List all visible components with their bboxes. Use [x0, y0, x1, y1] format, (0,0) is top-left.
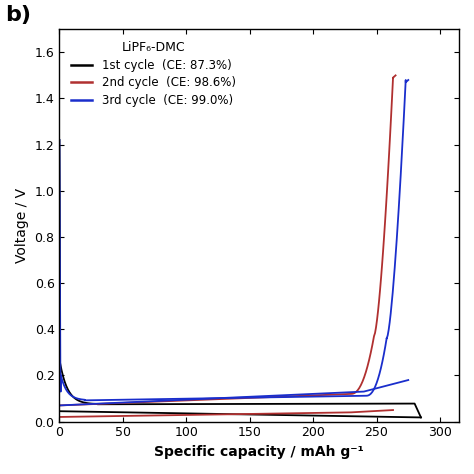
Y-axis label: Voltage / V: Voltage / V: [15, 188, 29, 263]
Legend: 1st cycle  (CE: 87.3%), 2nd cycle  (CE: 98.6%), 3rd cycle  (CE: 99.0%): 1st cycle (CE: 87.3%), 2nd cycle (CE: 98…: [65, 35, 242, 113]
Text: b): b): [5, 5, 31, 25]
X-axis label: Specific capacity / mAh g⁻¹: Specific capacity / mAh g⁻¹: [155, 445, 364, 459]
